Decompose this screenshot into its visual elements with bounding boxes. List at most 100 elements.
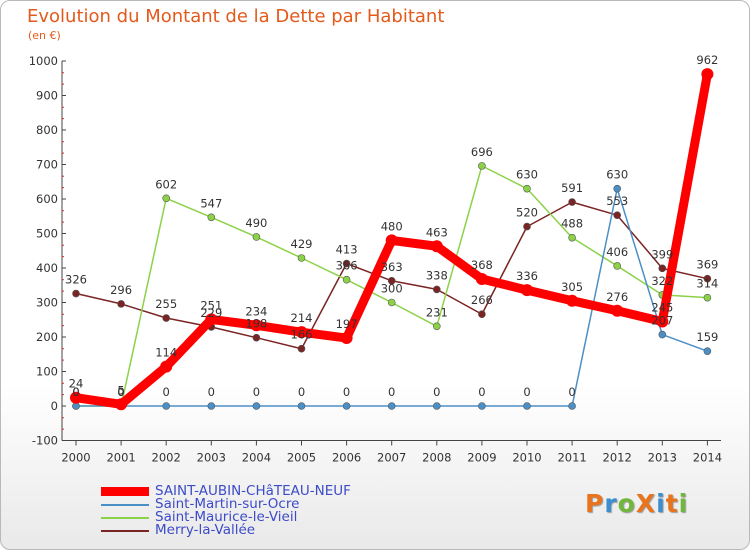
data-label: 229	[200, 306, 222, 320]
data-label: 231	[426, 305, 448, 319]
data-point	[162, 194, 170, 203]
y-tick-label: 100	[36, 365, 58, 379]
data-label: 962	[696, 53, 718, 67]
logo-letter: o	[617, 489, 636, 518]
data-label: 602	[155, 177, 177, 191]
data-label: 197	[336, 317, 358, 331]
data-label: 488	[561, 217, 583, 231]
legend-label: SAINT-AUBIN-CHâTEAU-NEUF	[155, 483, 351, 499]
data-label: 207	[651, 314, 673, 328]
x-tick-label: 2007	[377, 451, 406, 465]
data-point	[568, 198, 576, 206]
data-point	[117, 300, 125, 308]
y-tick-label: 300	[36, 296, 58, 310]
data-point	[162, 402, 170, 410]
legend-item: Saint-Martin-sur-Ocre	[101, 497, 351, 511]
chart-title: Evolution du Montant de la Dette par Hab…	[27, 6, 445, 27]
data-label: 255	[155, 297, 177, 311]
legend-swatch	[101, 503, 149, 506]
data-label: 413	[336, 243, 358, 257]
data-point	[568, 402, 576, 410]
data-point	[568, 233, 576, 242]
data-label: 166	[291, 328, 313, 342]
y-tick-label: 200	[36, 330, 58, 344]
data-point	[478, 402, 486, 410]
data-point	[250, 319, 263, 332]
data-point	[566, 294, 579, 307]
x-tick-label: 2005	[287, 451, 316, 465]
data-label: 0	[117, 385, 124, 399]
data-label: 0	[72, 385, 79, 399]
data-point	[160, 360, 173, 373]
data-point	[342, 275, 351, 284]
data-point	[205, 313, 218, 326]
data-label: 276	[606, 290, 628, 304]
logo-letter: P	[585, 489, 605, 518]
data-point	[432, 322, 441, 331]
data-point	[340, 332, 353, 345]
x-tick-label: 2006	[332, 451, 361, 465]
data-label: 630	[606, 168, 628, 182]
data-label: 547	[200, 196, 222, 210]
x-tick-label: 2004	[242, 451, 271, 465]
data-label: 266	[471, 293, 493, 307]
data-point	[475, 273, 488, 286]
x-tick-label: 2008	[422, 451, 451, 465]
y-tick-label: 800	[36, 123, 58, 137]
data-label: 366	[336, 259, 358, 273]
y-tick-label: 700	[36, 158, 58, 172]
x-tick-label: 2011	[557, 451, 586, 465]
data-point	[295, 326, 308, 339]
data-label: 0	[253, 385, 260, 399]
data-label: 490	[245, 216, 267, 230]
data-point	[611, 304, 624, 317]
data-label: 0	[343, 385, 350, 399]
data-label: 369	[696, 258, 718, 272]
y-tick-label: 500	[36, 227, 58, 241]
y-tick-label: 400	[36, 261, 58, 275]
data-point	[207, 213, 216, 222]
data-label: 463	[426, 225, 448, 239]
data-label: 322	[651, 274, 673, 288]
logo-letter: r	[604, 489, 618, 518]
data-label: 314	[696, 277, 718, 291]
data-label: 0	[208, 385, 215, 399]
data-label: 336	[516, 269, 538, 283]
data-label: 0	[298, 385, 305, 399]
data-label: 159	[696, 330, 718, 344]
legend-item: SAINT-AUBIN-CHâTEAU-NEUF	[101, 483, 351, 499]
legend-swatch	[101, 516, 149, 519]
logo-letter: i	[678, 489, 689, 518]
data-point	[342, 259, 351, 268]
data-point	[523, 222, 531, 231]
data-label: 0	[163, 385, 170, 399]
data-point	[613, 211, 622, 220]
legend-swatch	[101, 487, 149, 496]
data-label: 553	[606, 194, 628, 208]
data-point	[656, 315, 669, 328]
x-tick-label: 2000	[61, 451, 90, 465]
legend-swatch	[101, 529, 149, 532]
data-label: 300	[381, 282, 403, 296]
data-label: 480	[381, 219, 403, 233]
data-point	[521, 284, 533, 297]
data-point	[478, 162, 486, 170]
data-point	[523, 402, 531, 410]
data-point	[703, 347, 712, 355]
data-label: 198	[245, 317, 267, 331]
x-tick-label: 2001	[106, 451, 135, 465]
data-label: 0	[72, 385, 79, 399]
data-point	[252, 333, 261, 342]
data-label: 114	[155, 346, 177, 360]
logo-letter: i	[656, 489, 666, 518]
data-label: 0	[568, 385, 575, 399]
data-label: 251	[200, 298, 222, 312]
data-point	[432, 285, 441, 294]
data-label: 520	[516, 206, 538, 220]
y-tick-label: -100	[32, 434, 58, 448]
data-point	[207, 402, 216, 410]
data-point	[613, 262, 622, 270]
data-label: 429	[291, 237, 313, 251]
data-label: 406	[606, 245, 628, 259]
